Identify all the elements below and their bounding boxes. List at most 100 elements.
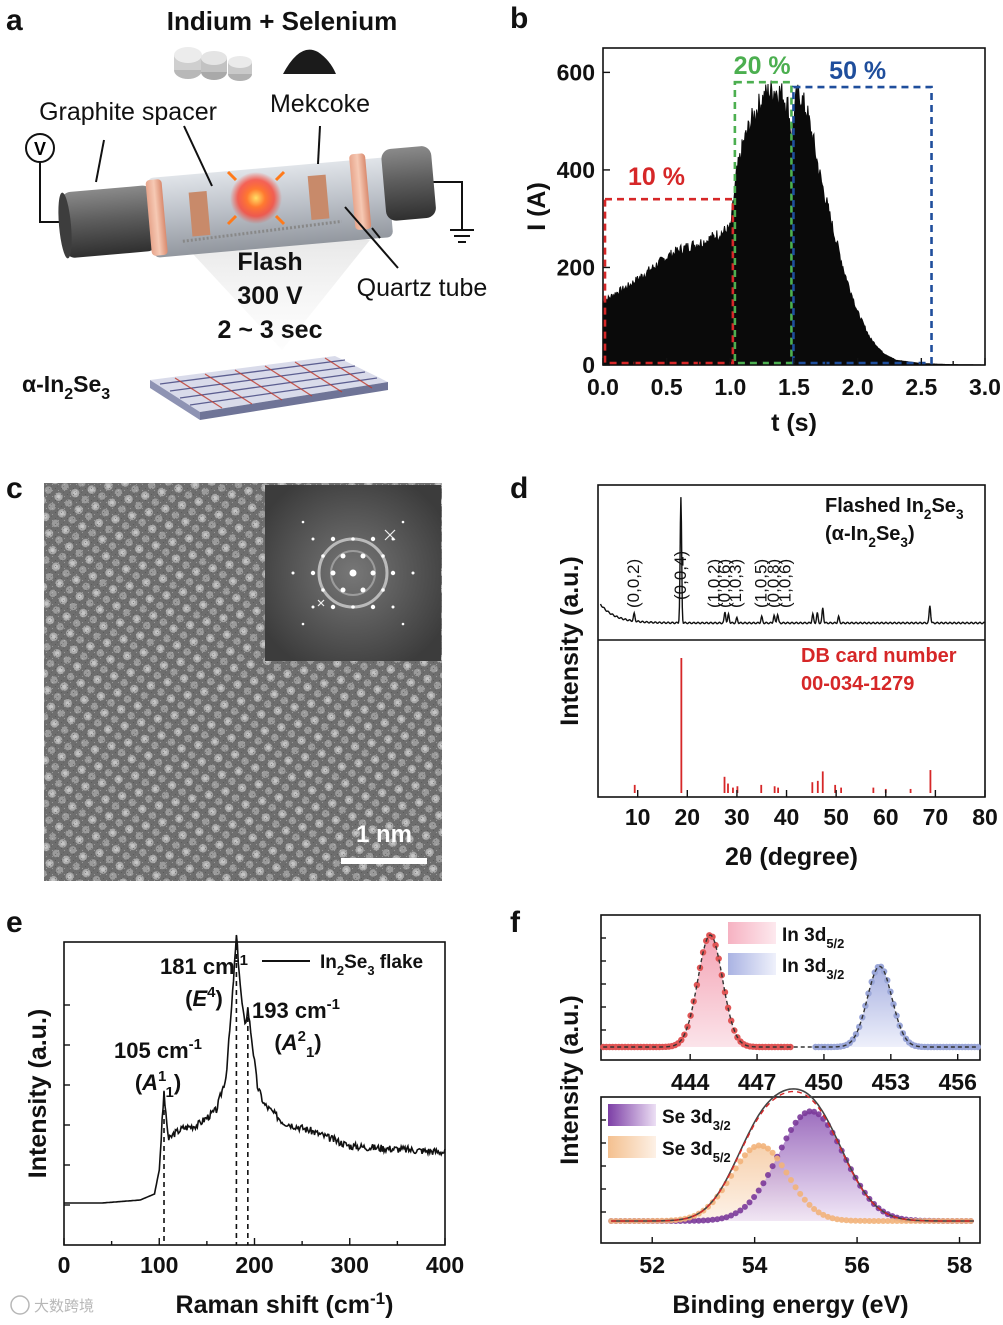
data-point bbox=[751, 1144, 758, 1150]
x-tick-label: 70 bbox=[923, 804, 949, 830]
x-tick-label: 447 bbox=[738, 1069, 776, 1095]
plot-frame-top bbox=[600, 914, 981, 1061]
peak-label-181: 181 cm-1 bbox=[160, 952, 248, 979]
peak-mode-193: (A21) bbox=[274, 1028, 321, 1061]
x-tick-label: 60 bbox=[873, 804, 899, 830]
data-point bbox=[861, 1217, 868, 1224]
quartz-tube-label: Quartz tube bbox=[357, 274, 488, 302]
panel-e: e 105 cm-1 (A11) 181 cm-1 (E4) 193 cm-1 (A21)… bbox=[6, 906, 464, 1319]
voltage-label: 300 V bbox=[237, 282, 303, 310]
legend-swatch-2 bbox=[728, 953, 776, 975]
panel-b: b 10 % 20 % 50 % 0.0 0.5 1.0 1.5 2.0 2.5 3.0 0 200 4… bbox=[510, 2, 1001, 437]
duration-label: 2 ~ 3 sec bbox=[218, 316, 323, 344]
x-tick-label: 52 bbox=[639, 1252, 665, 1278]
hkl-label: (1,0,6) bbox=[776, 559, 795, 608]
data-point bbox=[728, 1017, 735, 1024]
fft-inset bbox=[265, 485, 441, 661]
crystal-structure-icon bbox=[150, 356, 388, 420]
data-point bbox=[737, 1207, 744, 1214]
peak-fill-1 bbox=[661, 935, 760, 1047]
fit-envelope-bottom bbox=[611, 1090, 974, 1222]
data-point bbox=[788, 1127, 794, 1133]
peak-fill-1 bbox=[606, 1111, 975, 1221]
data-point bbox=[857, 1217, 864, 1224]
x-tick-label: 40 bbox=[774, 804, 800, 830]
data-point bbox=[811, 1206, 818, 1212]
data-point bbox=[737, 1158, 744, 1165]
x-tick-label: 450 bbox=[805, 1069, 843, 1095]
data-point bbox=[811, 1108, 818, 1115]
data-point bbox=[746, 1147, 753, 1154]
x-tick-label: 200 bbox=[235, 1252, 273, 1278]
data-point bbox=[792, 1184, 799, 1191]
raman-series bbox=[64, 934, 446, 1204]
data-point bbox=[760, 1143, 767, 1150]
x-tick-label: 0.0 bbox=[587, 374, 619, 400]
data-point bbox=[801, 1110, 808, 1117]
data-point bbox=[806, 1201, 813, 1208]
peak-label-193: 193 cm-1 bbox=[252, 996, 340, 1023]
data-point bbox=[871, 1218, 877, 1224]
data-point bbox=[797, 1114, 804, 1121]
y-axis-label: Intensity (a.u.) bbox=[556, 556, 584, 725]
x-tick-label: 456 bbox=[939, 1069, 977, 1095]
x-tick-label: 30 bbox=[724, 804, 750, 830]
peak-mode-105: (A11) bbox=[135, 1068, 181, 1101]
data-point bbox=[852, 1217, 859, 1224]
x-tick-label: 3.0 bbox=[969, 374, 1001, 400]
data-point bbox=[695, 1217, 702, 1224]
data-point bbox=[769, 1149, 776, 1156]
data-point bbox=[741, 1203, 748, 1210]
panel-d: d (0,0,2) (0,0,4) (1,0,2)(0,0,6)(1,0,3) (1,… bbox=[510, 472, 998, 871]
x-tick-label: 0.5 bbox=[651, 374, 683, 400]
voltmeter-icon: V bbox=[25, 133, 55, 163]
data-point bbox=[871, 969, 878, 976]
x-tick-label: 2.5 bbox=[905, 374, 937, 400]
panel-b-label: b bbox=[510, 2, 528, 35]
peak-fill-2 bbox=[830, 966, 929, 1047]
legend-swatch-bottom-1 bbox=[608, 1104, 656, 1126]
data-point bbox=[806, 1108, 813, 1115]
legend-label-bottom-1: Se 3d3/2 bbox=[662, 1107, 731, 1133]
data-point bbox=[778, 1144, 785, 1151]
xrd-chart: (0,0,2) (0,0,4) (1,0,2)(0,0,6)(1,0,3) (1,0,… bbox=[556, 484, 998, 871]
panel-a: a Indium + Selenium Graphite spacer Mekc… bbox=[6, 4, 487, 420]
panel-a-label: a bbox=[6, 4, 23, 37]
data-point bbox=[709, 1216, 716, 1223]
legend-label-bottom-2: Se 3d5/2 bbox=[662, 1139, 731, 1165]
data-point bbox=[820, 1211, 827, 1218]
raman-chart: 105 cm-1 (A11) 181 cm-1 (E4) 193 cm-1 (A21) In… bbox=[24, 934, 464, 1319]
panel-d-label: d bbox=[510, 472, 528, 505]
y-tick-label: 400 bbox=[557, 157, 595, 183]
x-tick-label: 56 bbox=[844, 1252, 870, 1278]
data-point bbox=[728, 1212, 735, 1219]
selenium-powder-icon bbox=[283, 49, 336, 74]
xrd-measured-series bbox=[599, 497, 986, 625]
data-point bbox=[705, 1217, 711, 1224]
region-label-1: 10 % bbox=[628, 163, 685, 191]
data-point bbox=[889, 1218, 896, 1224]
annotation-arrows bbox=[95, 125, 399, 269]
xrd-legend-line2: (α-In2Se3) bbox=[825, 523, 915, 550]
data-point bbox=[723, 1214, 730, 1221]
hkl-label: (0,0,4) bbox=[671, 551, 690, 600]
panel-f-label: f bbox=[510, 906, 521, 939]
data-point bbox=[792, 1119, 799, 1126]
plot-frame bbox=[63, 941, 446, 1246]
hkl-label: (1,0,3) bbox=[726, 559, 745, 608]
data-point bbox=[894, 1218, 900, 1224]
xrd-legend-line1: Flashed In2Se3 bbox=[825, 495, 964, 522]
x-tick-label: 58 bbox=[947, 1252, 973, 1278]
data-point bbox=[746, 1199, 753, 1206]
hkl-label: (0,0,8) bbox=[764, 559, 783, 608]
data-point bbox=[765, 1145, 771, 1152]
product-formula: α-In2Se3 bbox=[22, 371, 110, 403]
flash-cone bbox=[180, 240, 370, 350]
data-point bbox=[838, 1216, 845, 1223]
x-axis-label: Raman shift (cm-1) bbox=[176, 1289, 394, 1319]
data-point bbox=[769, 1163, 776, 1170]
panel-c: c bbox=[6, 472, 442, 881]
data-point bbox=[755, 1187, 762, 1194]
data-point bbox=[890, 1000, 897, 1008]
data-point bbox=[815, 1111, 822, 1118]
